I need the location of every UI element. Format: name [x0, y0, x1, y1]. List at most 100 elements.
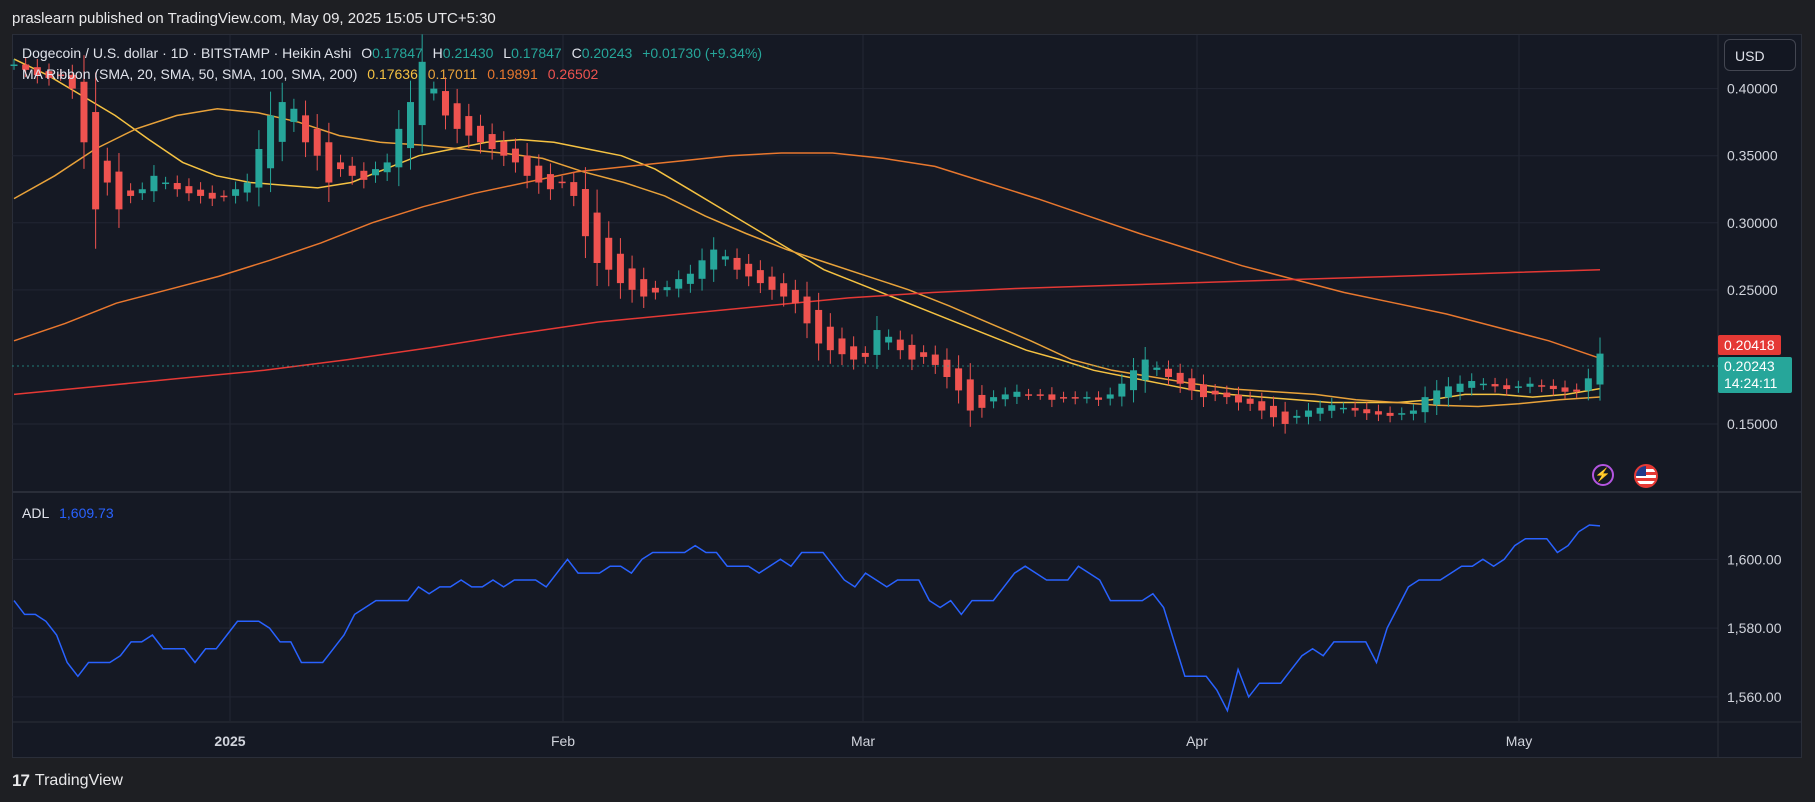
- candle-body: [1293, 415, 1301, 418]
- ma-line-sma-50: [13, 108, 1601, 408]
- candle-body: [955, 368, 963, 391]
- candle-body: [302, 115, 310, 143]
- candle: [990, 390, 998, 409]
- candle: [978, 385, 986, 418]
- candle: [418, 34, 426, 153]
- footer-brand[interactable]: 17 TradingView: [12, 771, 123, 791]
- candle: [325, 122, 333, 202]
- candle-body: [33, 67, 41, 76]
- candle-body: [1351, 407, 1359, 411]
- change-value: +0.01730 (+9.34%): [642, 45, 763, 61]
- candle-body: [546, 174, 554, 190]
- candle-body: [535, 165, 543, 183]
- sma50-value: 0.17011: [427, 66, 478, 82]
- candle: [721, 249, 729, 267]
- candle: [815, 292, 823, 361]
- candle-body: [885, 336, 893, 343]
- open-label: O: [361, 45, 373, 61]
- candle: [1141, 346, 1149, 393]
- candle-body: [698, 260, 706, 279]
- candle-body: [337, 162, 345, 170]
- adl-tick-label: 1,560.00: [1727, 689, 1782, 705]
- candle: [220, 190, 228, 202]
- candle: [267, 91, 275, 193]
- candle: [453, 88, 461, 144]
- candle: [896, 330, 904, 360]
- candle: [698, 248, 706, 291]
- candle-body: [465, 116, 473, 136]
- candle: [22, 57, 30, 78]
- candle-body: [232, 189, 240, 196]
- candle: [103, 147, 111, 196]
- candle: [1130, 357, 1138, 403]
- candle-body: [488, 134, 496, 149]
- candle-body: [150, 175, 158, 192]
- flash-icon[interactable]: ⚡: [1592, 464, 1614, 486]
- candle-body: [173, 183, 181, 190]
- candle-body: [1514, 386, 1522, 388]
- candle-body: [197, 189, 205, 196]
- close-label: C: [571, 45, 582, 61]
- candle: [663, 280, 671, 297]
- candle-body: [675, 279, 683, 289]
- candle: [395, 110, 403, 187]
- us-flag-icon[interactable]: [1634, 464, 1658, 488]
- candle: [127, 183, 135, 204]
- candle: [1409, 404, 1417, 421]
- currency-button[interactable]: USD: [1724, 39, 1796, 71]
- candle: [68, 64, 76, 99]
- candle-body: [372, 169, 380, 176]
- brand-name: TradingView: [34, 772, 123, 789]
- candle-body: [1363, 409, 1371, 414]
- candle-body: [733, 257, 741, 270]
- candle-body: [1444, 386, 1452, 398]
- ma-ribbon-legend[interactable]: MA Ribbon (SMA, 20, SMA, 50, SMA, 100, S…: [22, 66, 604, 82]
- candle-body: [593, 212, 601, 263]
- candle-body: [1503, 385, 1511, 390]
- candle-body: [45, 71, 53, 78]
- candle-body: [1409, 410, 1417, 414]
- candle: [1036, 388, 1044, 400]
- candle-body: [850, 346, 858, 360]
- candle: [1561, 380, 1569, 399]
- candle: [45, 63, 53, 86]
- candle: [1060, 391, 1068, 403]
- candle: [593, 189, 601, 287]
- candle: [1106, 387, 1114, 406]
- candle-body: [267, 115, 275, 169]
- candle: [826, 313, 834, 364]
- candle-body: [383, 162, 391, 173]
- candle-body: [628, 268, 636, 290]
- candle-body: [710, 249, 718, 270]
- candle: [581, 167, 589, 259]
- candle: [33, 59, 41, 84]
- candle: [546, 163, 554, 200]
- candle: [558, 176, 566, 189]
- candle: [243, 173, 251, 202]
- candle: [640, 267, 648, 308]
- candle-body: [1573, 389, 1581, 392]
- candle-body: [325, 142, 333, 183]
- price-axis: 0.40000 0.35000 0.30000 0.25000 0.15000: [1727, 81, 1778, 432]
- candle: [570, 171, 578, 207]
- candle: [651, 280, 659, 300]
- candle-body: [92, 112, 100, 210]
- candle-body: [791, 289, 799, 304]
- sma20-value: 0.17636: [367, 66, 418, 82]
- candle-body: [22, 64, 30, 70]
- candle: [488, 123, 496, 160]
- candle-body: [1549, 385, 1557, 390]
- adl-legend[interactable]: ADL 1,609.73: [22, 505, 120, 521]
- symbol-legend[interactable]: Dogecoin / U.S. dollar · 1D · BITSTAMP ·…: [22, 45, 768, 61]
- candle-body: [103, 160, 111, 183]
- candle: [1584, 368, 1592, 401]
- candle: [1363, 402, 1371, 420]
- candle: [780, 273, 788, 307]
- chart-panel[interactable]: [12, 34, 1802, 758]
- candle-body: [1281, 411, 1289, 424]
- candle-body: [1538, 385, 1546, 387]
- candle: [92, 72, 100, 249]
- candle-body: [978, 394, 986, 408]
- candle-body: [511, 148, 519, 163]
